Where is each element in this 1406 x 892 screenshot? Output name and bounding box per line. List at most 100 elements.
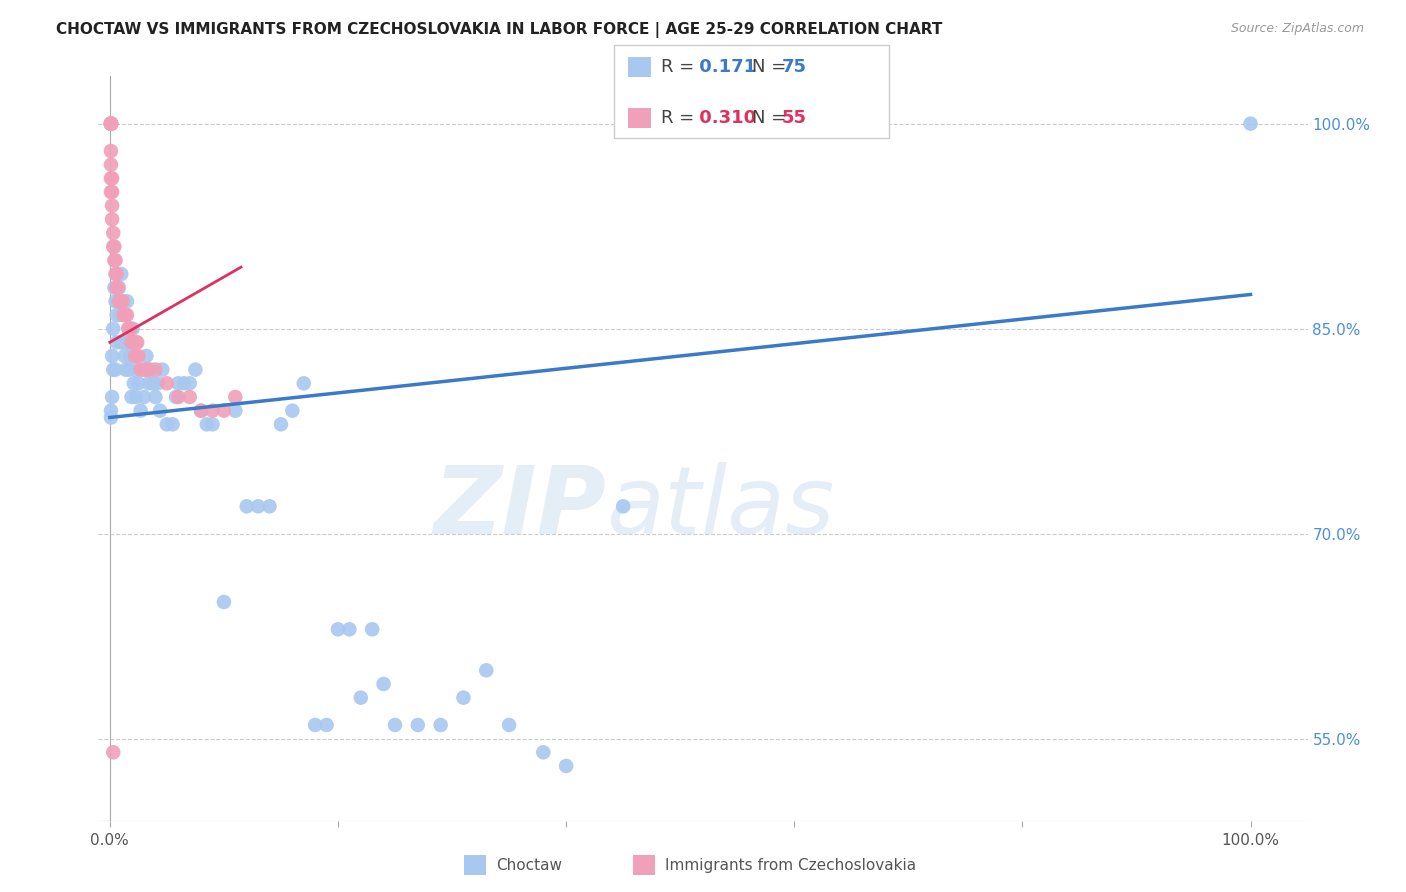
Text: ZIP: ZIP	[433, 462, 606, 554]
Point	[384, 718, 406, 732]
Point	[103, 226, 125, 240]
Point	[110, 335, 132, 350]
Point	[146, 376, 169, 391]
Point	[100, 158, 122, 172]
Point	[190, 403, 212, 417]
Point	[114, 349, 136, 363]
Point	[350, 690, 373, 705]
Point	[101, 185, 124, 199]
Point	[103, 240, 125, 254]
Point	[179, 390, 201, 404]
Point	[100, 117, 122, 131]
Point	[120, 349, 142, 363]
Point	[127, 376, 149, 391]
Point	[292, 376, 315, 391]
Point	[201, 403, 224, 417]
Point	[224, 390, 246, 404]
Point	[103, 745, 125, 759]
Text: R =: R =	[661, 58, 700, 76]
Point	[120, 321, 142, 335]
Point	[122, 335, 145, 350]
Point	[124, 349, 146, 363]
Point	[100, 410, 122, 425]
Text: R =: R =	[661, 109, 700, 127]
Point	[118, 321, 141, 335]
Point	[142, 376, 165, 391]
Point	[135, 362, 157, 376]
Point	[100, 403, 122, 417]
Point	[531, 745, 554, 759]
Point	[118, 362, 141, 376]
Point	[107, 294, 129, 309]
Point	[138, 376, 160, 391]
Text: 0.310: 0.310	[693, 109, 756, 127]
Point	[103, 253, 125, 268]
Point	[105, 267, 128, 281]
Point	[162, 417, 184, 432]
Point	[108, 308, 131, 322]
Point	[104, 253, 127, 268]
Text: N =: N =	[752, 109, 792, 127]
Point	[117, 335, 139, 350]
Point	[104, 294, 127, 309]
Text: N =: N =	[752, 58, 792, 76]
Point	[121, 321, 143, 335]
Point	[111, 294, 134, 309]
Point	[259, 500, 281, 514]
Point	[122, 376, 145, 391]
Point	[108, 294, 131, 309]
Text: 75: 75	[782, 58, 807, 76]
Point	[139, 362, 162, 376]
Point	[612, 500, 634, 514]
Point	[112, 335, 135, 350]
Point	[167, 390, 190, 404]
Point	[110, 294, 132, 309]
Point	[101, 171, 124, 186]
Text: Source: ZipAtlas.com: Source: ZipAtlas.com	[1230, 22, 1364, 36]
Text: 55: 55	[782, 109, 807, 127]
Point	[127, 335, 149, 350]
Point	[326, 623, 349, 637]
Point	[212, 403, 235, 417]
Point	[114, 308, 136, 322]
Point	[270, 417, 292, 432]
Point	[103, 321, 125, 335]
Point	[103, 280, 125, 294]
Point	[105, 308, 128, 322]
Text: 0.171: 0.171	[693, 58, 756, 76]
Point	[337, 623, 360, 637]
Point	[406, 718, 429, 732]
Point	[121, 390, 143, 404]
Point	[156, 417, 179, 432]
Text: CHOCTAW VS IMMIGRANTS FROM CZECHOSLOVAKIA IN LABOR FORCE | AGE 25-29 CORRELATION: CHOCTAW VS IMMIGRANTS FROM CZECHOSLOVAKI…	[56, 22, 942, 38]
Point	[108, 294, 131, 309]
Point	[125, 390, 148, 404]
Point	[373, 677, 395, 691]
Text: Immigrants from Czechoslovakia: Immigrants from Czechoslovakia	[665, 858, 917, 872]
Point	[110, 267, 132, 281]
Point	[129, 362, 152, 376]
Point	[132, 362, 155, 376]
Point	[145, 390, 167, 404]
Point	[361, 623, 384, 637]
Point	[114, 362, 136, 376]
Point	[179, 376, 201, 391]
Point	[121, 335, 143, 350]
Point	[125, 335, 148, 350]
Point	[1239, 117, 1261, 131]
Point	[100, 117, 122, 131]
Point	[100, 117, 122, 131]
Point	[135, 349, 157, 363]
Point	[173, 376, 195, 391]
Point	[101, 212, 124, 227]
Point	[247, 500, 270, 514]
Text: Choctaw: Choctaw	[496, 858, 562, 872]
Point	[104, 362, 127, 376]
Point	[201, 417, 224, 432]
Point	[121, 335, 143, 350]
Point	[184, 362, 207, 376]
Point	[100, 117, 122, 131]
Point	[105, 280, 128, 294]
Point	[100, 117, 122, 131]
Point	[115, 294, 138, 309]
